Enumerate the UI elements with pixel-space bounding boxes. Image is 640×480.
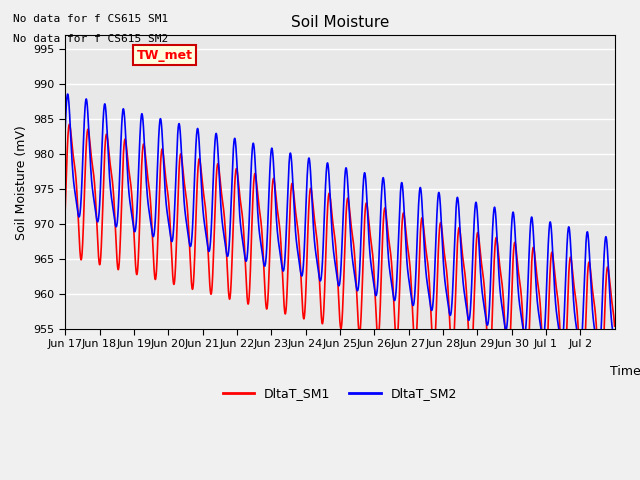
DltaT_SM2 xyxy=(64,91,72,97)
Legend: DltaT_SM1, DltaT_SM2: DltaT_SM1, DltaT_SM2 xyxy=(218,383,462,406)
DltaT_SM1 xyxy=(157,159,164,165)
DltaT_SM2 xyxy=(541,324,548,330)
DltaT_SM1 xyxy=(597,395,605,400)
DltaT_SM2 xyxy=(611,342,618,348)
DltaT_SM1 xyxy=(272,194,280,200)
X-axis label: Time: Time xyxy=(610,365,640,378)
Title: Soil Moisture: Soil Moisture xyxy=(291,15,389,30)
Text: TW_met: TW_met xyxy=(136,48,193,61)
DltaT_SM1 xyxy=(124,160,132,166)
DltaT_SM1 xyxy=(600,327,608,333)
DltaT_SM1 xyxy=(61,206,69,212)
DltaT_SM2 xyxy=(124,179,132,184)
Text: No data for f CS615 SM2: No data for f CS615 SM2 xyxy=(13,34,168,44)
Y-axis label: Soil Moisture (mV): Soil Moisture (mV) xyxy=(15,125,28,240)
DltaT_SM2 xyxy=(272,210,280,216)
Text: No data for f CS615 SM1: No data for f CS615 SM1 xyxy=(13,14,168,24)
Line: DltaT_SM2: DltaT_SM2 xyxy=(65,94,614,355)
DltaT_SM2 xyxy=(595,352,602,358)
DltaT_SM2 xyxy=(600,252,608,258)
DltaT_SM2 xyxy=(296,264,304,270)
DltaT_SM1 xyxy=(541,379,548,385)
DltaT_SM1 xyxy=(65,121,73,127)
Line: DltaT_SM1: DltaT_SM1 xyxy=(65,124,614,397)
DltaT_SM1 xyxy=(611,324,618,329)
DltaT_SM2 xyxy=(61,125,69,131)
DltaT_SM2 xyxy=(157,116,164,122)
DltaT_SM1 xyxy=(296,253,304,259)
